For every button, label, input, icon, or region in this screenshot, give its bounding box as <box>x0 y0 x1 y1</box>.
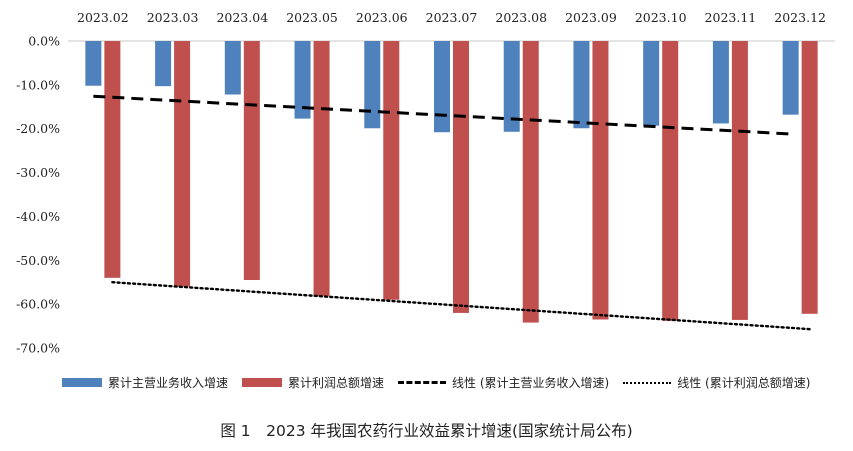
bar-revenue <box>85 41 102 86</box>
x-tick-label: 2023.02 <box>77 10 129 25</box>
bar-profit <box>243 41 260 281</box>
bar-revenue <box>712 41 729 124</box>
bar-revenue <box>364 41 381 129</box>
legend-label-profit: 累计利润总额增速 <box>288 376 385 390</box>
y-tick-label: -10.0% <box>16 77 60 92</box>
x-tick-label: 2023.11 <box>705 10 757 25</box>
y-tick-label: -70.0% <box>16 341 60 356</box>
legend-item-profit: 累计利润总额增速 <box>242 374 384 391</box>
bar-profit <box>592 41 609 320</box>
legend-label-profit-trend: 线性 (累计利润总额增速) <box>677 376 811 390</box>
x-tick-label: 2023.09 <box>565 10 617 25</box>
bar-profit <box>522 41 539 323</box>
bar-profit <box>174 41 191 287</box>
chart: 2023.02 2023.03 2023.04 2023.05 2023.06 2023.… <box>16 10 835 356</box>
legend-label-revenue: 累计主营业务收入增速 <box>108 376 229 390</box>
bar-profit <box>731 41 748 320</box>
trendline-revenue <box>93 94 791 136</box>
bar-profit <box>453 41 469 313</box>
bar-profit <box>383 41 400 300</box>
legend-swatch-revenue <box>62 378 102 387</box>
trendline-profit <box>111 281 811 331</box>
figure-caption: 图 1 2023 年我国农药行业效益累计增速(国家统计局公布) <box>220 422 633 440</box>
y-tick-label: -50.0% <box>16 253 60 268</box>
bar-revenue <box>155 41 172 87</box>
x-tick-label: 2023.10 <box>635 10 687 25</box>
legend: 累计主营业务收入增速 累计利润总额增速 线性 (累计主营业务收入增速) 线性 (… <box>62 374 824 391</box>
legend-item-revenue-trend: 线性 (累计主营业务收入增速) <box>398 374 609 391</box>
bar-revenue <box>643 41 660 126</box>
bar-profit <box>313 41 330 297</box>
y-tick-label: -40.0% <box>16 209 60 224</box>
bar-revenue <box>224 41 241 95</box>
x-tick-label: 2023.07 <box>426 10 478 25</box>
bar-profit <box>801 41 818 314</box>
bar-profit <box>662 41 679 321</box>
x-tick-label: 2023.06 <box>356 10 408 25</box>
x-tick-label: 2023.04 <box>216 10 268 25</box>
bar-revenue <box>434 41 450 133</box>
bar-revenue <box>294 41 311 119</box>
x-tick-label: 2023.12 <box>774 10 826 25</box>
y-tick-label: -60.0% <box>16 297 60 312</box>
bar-profit <box>104 41 121 278</box>
legend-label-revenue-trend: 线性 (累计主营业务收入增速) <box>452 376 610 390</box>
y-tick-label: -20.0% <box>16 121 60 136</box>
y-tick-label: -30.0% <box>16 165 60 180</box>
legend-item-profit-trend: 线性 (累计利润总额增速) <box>623 374 810 391</box>
bar-revenue <box>573 41 590 129</box>
x-tick-label: 2023.08 <box>495 10 547 25</box>
legend-swatch-revenue-trend <box>398 381 447 384</box>
y-tick-label: 0.0% <box>28 34 60 49</box>
x-tick-label: 2023.03 <box>147 10 199 25</box>
legend-swatch-profit <box>242 378 283 387</box>
bar-revenue <box>782 41 799 115</box>
legend-swatch-profit-trend <box>623 381 672 384</box>
bar-revenue <box>503 41 520 132</box>
legend-item-revenue: 累计主营业务收入增速 <box>62 374 228 391</box>
x-tick-label: 2023.05 <box>286 10 338 25</box>
